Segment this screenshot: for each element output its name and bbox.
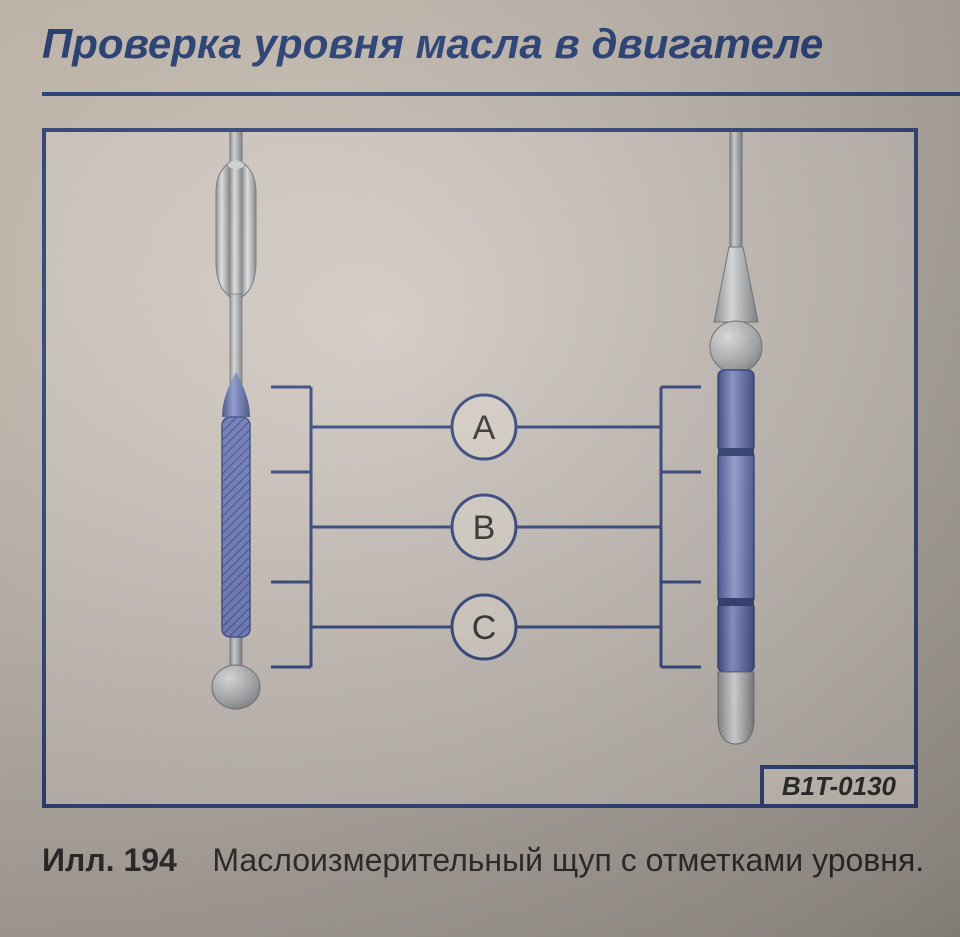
figure-frame: A B C B1T-0130 [42, 128, 918, 808]
figure-caption: Илл. 194 Маслоизмерительный щуп с отметк… [42, 840, 930, 880]
figure-id-label: B1T-0130 [760, 765, 918, 808]
right-bracket [516, 387, 701, 667]
page-root: Проверка уровня масла в двигателе [0, 0, 960, 937]
left-dipstick [212, 132, 260, 709]
left-bracket [271, 387, 452, 667]
heading-underline [42, 92, 960, 96]
level-labels: A B C [452, 395, 516, 659]
label-b: B [473, 509, 496, 547]
dipstick-diagram: A B C [46, 132, 914, 804]
label-a: A [473, 409, 496, 447]
page-title: Проверка уровня масла в двигателе [42, 20, 960, 78]
caption-text: Маслоизмерительный щуп с отметками уровн… [212, 842, 924, 878]
right-dipstick [710, 132, 762, 744]
label-c: C [472, 609, 497, 647]
caption-prefix: Илл. 194 [42, 842, 177, 878]
